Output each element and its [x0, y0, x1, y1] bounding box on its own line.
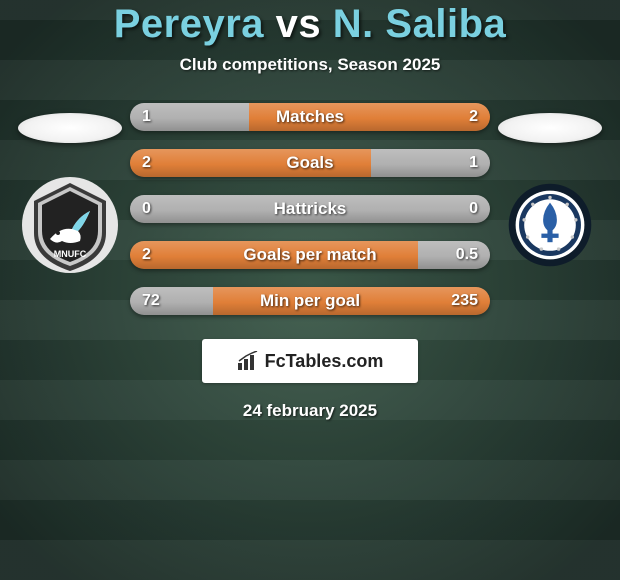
stat-value-left: 0 — [142, 195, 151, 223]
stat-bar: 21Goals — [130, 149, 490, 177]
stat-seg-right — [310, 195, 490, 223]
stat-value-right: 235 — [451, 287, 478, 315]
branding-text: FcTables.com — [265, 351, 384, 372]
player2-avatar-placeholder — [498, 113, 602, 143]
team2-badge — [500, 175, 600, 275]
page-title: Pereyra vs N. Saliba — [114, 2, 507, 47]
team1-badge: MNUFC — [20, 175, 120, 275]
stat-bar: 20.5Goals per match — [130, 241, 490, 269]
stat-value-left: 72 — [142, 287, 160, 315]
stat-value-left: 2 — [142, 241, 151, 269]
svg-text:MNUFC: MNUFC — [54, 249, 87, 259]
left-side-col: MNUFC — [10, 103, 130, 275]
stat-seg-left — [130, 241, 418, 269]
stat-seg-left — [130, 195, 310, 223]
stats-column: 12Matches21Goals00Hattricks20.5Goals per… — [130, 103, 490, 315]
cf-montreal-badge-icon — [507, 182, 593, 268]
stat-seg-right — [213, 287, 490, 315]
stat-seg-right — [249, 103, 490, 131]
stat-value-right: 2 — [469, 103, 478, 131]
stat-bar: 72235Min per goal — [130, 287, 490, 315]
main-row: MNUFC 12Matches21Goals00Hattricks20.5Goa… — [0, 103, 620, 315]
bar-chart-icon — [237, 351, 259, 371]
player1-avatar-placeholder — [18, 113, 122, 143]
title-separator: vs — [276, 2, 322, 46]
stat-value-right: 0 — [469, 195, 478, 223]
stat-seg-left — [130, 149, 371, 177]
stat-bar: 00Hattricks — [130, 195, 490, 223]
right-side-col — [490, 103, 610, 275]
date-label: 24 february 2025 — [243, 401, 377, 421]
stat-seg-right — [418, 241, 490, 269]
subtitle: Club competitions, Season 2025 — [180, 55, 441, 75]
branding-badge[interactable]: FcTables.com — [202, 339, 418, 383]
stat-value-left: 2 — [142, 149, 151, 177]
stat-value-left: 1 — [142, 103, 151, 131]
minnesota-united-badge-icon: MNUFC — [20, 175, 120, 275]
player1-name: Pereyra — [114, 2, 264, 46]
stat-value-right: 0.5 — [456, 241, 478, 269]
player2-name: N. Saliba — [333, 2, 506, 46]
stat-bar: 12Matches — [130, 103, 490, 131]
stat-value-right: 1 — [469, 149, 478, 177]
